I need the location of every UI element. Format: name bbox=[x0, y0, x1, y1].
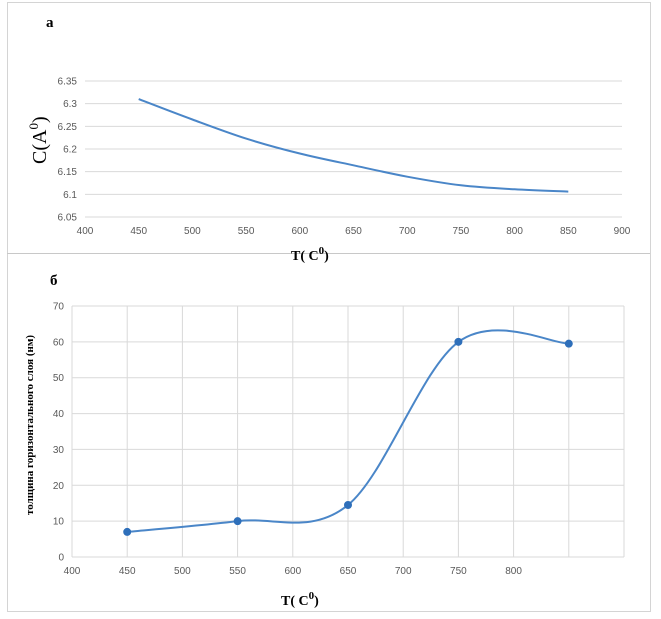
panel-b-frame bbox=[7, 253, 651, 612]
chart-1-y-tick-label: 70 bbox=[53, 302, 65, 313]
chart-1-y-tick-label: 0 bbox=[58, 553, 64, 564]
chart-0-x-tick-label: 700 bbox=[399, 226, 416, 237]
chart-0-x-tick-label: 800 bbox=[506, 226, 523, 237]
chart-0-x-tick-label: 650 bbox=[345, 226, 362, 237]
chart-0-x-tick-label: 850 bbox=[560, 226, 577, 237]
panel-a-frame bbox=[7, 2, 651, 254]
panel-b-y-axis-label: толщина горизонтального слоя (нм) bbox=[24, 335, 36, 515]
chart-1-x-tick-label: 800 bbox=[505, 566, 522, 577]
chart-0-x-tick-label: 450 bbox=[130, 226, 147, 237]
chart-1-x-tick-label: 650 bbox=[340, 566, 357, 577]
chart-0-y-tick-label: 6.25 bbox=[58, 122, 78, 133]
chart-0-x-tick-label: 550 bbox=[238, 226, 255, 237]
chart-1-y-tick-label: 50 bbox=[53, 373, 65, 384]
chart-1-data-point-4 bbox=[564, 339, 573, 348]
chart-a-plot: 6.05 6.1 6.15 6.2 6.25 6.3 6.35 400 450 500 550 600… bbox=[58, 77, 631, 238]
chart-1-y-tick-label: 20 bbox=[53, 481, 65, 492]
chart-0-series-line-0 bbox=[138, 98, 569, 193]
chart-0-y-tick-label: 6.2 bbox=[63, 145, 77, 156]
chart-0-x-tick-label: 400 bbox=[77, 226, 94, 237]
chart-1-y-tick-label: 10 bbox=[53, 517, 65, 528]
chart-1-y-tick-label: 40 bbox=[53, 409, 65, 420]
chart-1-x-tick-label: 550 bbox=[229, 566, 246, 577]
panel-a-label: a bbox=[46, 15, 54, 31]
chart-1-y-tick-label: 60 bbox=[53, 337, 65, 348]
chart-0-x-tick-label: 750 bbox=[453, 226, 470, 237]
panel-a-x-axis-label: T( C0) bbox=[291, 245, 329, 264]
chart-1-x-tick-label: 750 bbox=[450, 566, 467, 577]
chart-1-y-tick-label: 30 bbox=[53, 445, 65, 456]
panel-a-y-axis-label: C(A0) bbox=[26, 116, 51, 164]
chart-1-data-point-3 bbox=[454, 337, 463, 346]
chart-b-plot: 0 10 20 30 40 50 60 70 400 450 500 550 600 650 700 750 8… bbox=[53, 302, 625, 577]
chart-1-x-tick-label: 400 bbox=[64, 566, 81, 577]
chart-1-x-tick-label: 600 bbox=[284, 566, 301, 577]
chart-0-y-tick-label: 6.3 bbox=[63, 99, 77, 110]
chart-0-y-tick-label: 6.05 bbox=[58, 213, 78, 224]
chart-1-series-line-0 bbox=[127, 329, 569, 533]
chart-0-x-tick-label: 900 bbox=[614, 226, 631, 237]
chart-0-y-tick-label: 6.1 bbox=[63, 190, 77, 201]
chart-0-x-tick-label: 500 bbox=[184, 226, 201, 237]
chart-0-y-tick-label: 6.15 bbox=[58, 167, 78, 178]
chart-1-x-tick-label: 450 bbox=[119, 566, 136, 577]
chart-0-y-tick-label: 6.35 bbox=[58, 77, 78, 88]
chart-1-x-tick-label: 700 bbox=[395, 566, 412, 577]
panel-b-label: б bbox=[50, 273, 58, 289]
panel-b-x-axis-label: T( C0) bbox=[281, 590, 319, 609]
chart-1-data-point-2 bbox=[344, 501, 352, 510]
chart-0-x-tick-label: 600 bbox=[291, 226, 308, 237]
chart-1-x-tick-label: 500 bbox=[174, 566, 191, 577]
chart-1-data-point-1 bbox=[233, 517, 242, 526]
chart-1-data-point-0 bbox=[123, 527, 132, 536]
